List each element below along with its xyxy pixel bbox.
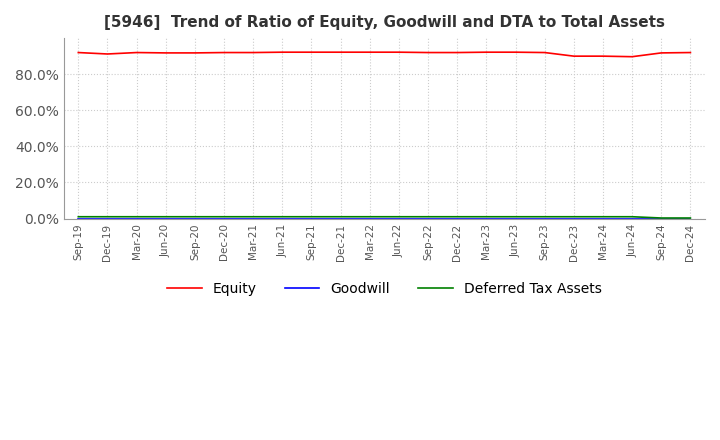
Equity [74,50,83,55]
Equity [424,50,433,55]
Goodwill [424,216,433,221]
Deferred Tax Assets [103,214,112,220]
Deferred Tax Assets [570,214,578,220]
Deferred Tax Assets [482,214,491,220]
Deferred Tax Assets [657,215,665,220]
Goodwill [366,216,374,221]
Goodwill [511,216,520,221]
Deferred Tax Assets [278,214,287,220]
Deferred Tax Assets [395,214,403,220]
Equity [103,51,112,57]
Equity [511,50,520,55]
Goodwill [570,216,578,221]
Equity [628,54,636,59]
Goodwill [686,216,695,221]
Goodwill [482,216,491,221]
Equity [541,50,549,55]
Goodwill [278,216,287,221]
Deferred Tax Assets [424,214,433,220]
Deferred Tax Assets [74,214,83,220]
Goodwill [220,216,228,221]
Equity [366,50,374,55]
Deferred Tax Assets [366,214,374,220]
Line: Deferred Tax Assets: Deferred Tax Assets [78,217,690,218]
Deferred Tax Assets [598,214,607,220]
Deferred Tax Assets [249,214,258,220]
Equity [278,50,287,55]
Goodwill [336,216,345,221]
Deferred Tax Assets [336,214,345,220]
Goodwill [249,216,258,221]
Goodwill [161,216,170,221]
Deferred Tax Assets [628,214,636,220]
Equity [570,54,578,59]
Goodwill [657,216,665,221]
Deferred Tax Assets [453,214,462,220]
Title: [5946]  Trend of Ratio of Equity, Goodwill and DTA to Total Assets: [5946] Trend of Ratio of Equity, Goodwil… [104,15,665,30]
Legend: Equity, Goodwill, Deferred Tax Assets: Equity, Goodwill, Deferred Tax Assets [161,277,607,302]
Deferred Tax Assets [541,214,549,220]
Equity [598,54,607,59]
Deferred Tax Assets [307,214,316,220]
Deferred Tax Assets [132,214,141,220]
Equity [161,50,170,55]
Deferred Tax Assets [686,215,695,220]
Equity [336,50,345,55]
Deferred Tax Assets [511,214,520,220]
Equity [453,50,462,55]
Equity [220,50,228,55]
Goodwill [453,216,462,221]
Goodwill [395,216,403,221]
Goodwill [628,216,636,221]
Goodwill [74,216,83,221]
Goodwill [191,216,199,221]
Equity [686,50,695,55]
Equity [482,50,491,55]
Line: Equity: Equity [78,52,690,57]
Equity [657,50,665,55]
Equity [132,50,141,55]
Deferred Tax Assets [220,214,228,220]
Deferred Tax Assets [191,214,199,220]
Goodwill [598,216,607,221]
Equity [307,50,316,55]
Deferred Tax Assets [161,214,170,220]
Equity [249,50,258,55]
Goodwill [307,216,316,221]
Goodwill [541,216,549,221]
Goodwill [103,216,112,221]
Equity [395,50,403,55]
Goodwill [132,216,141,221]
Equity [191,50,199,55]
